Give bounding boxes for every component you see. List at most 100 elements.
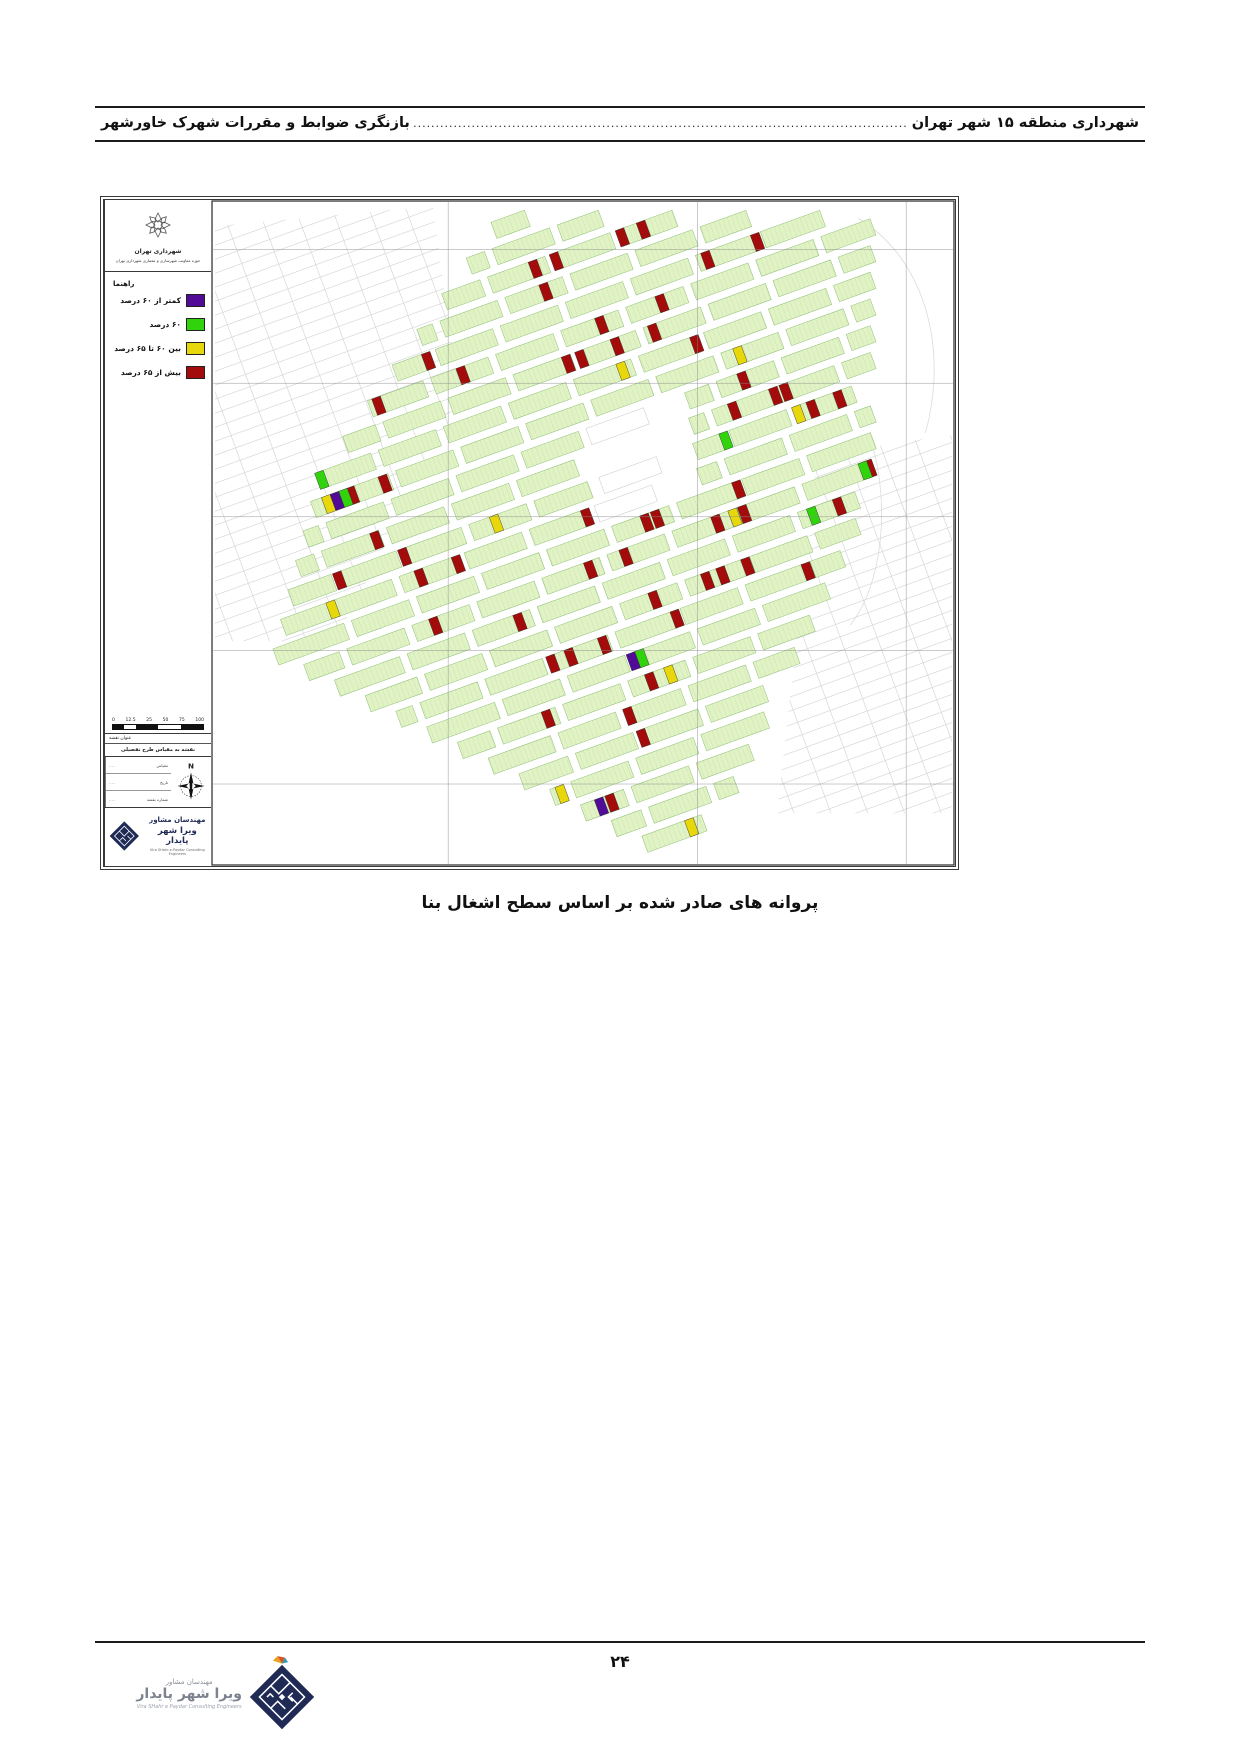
permit-parcel-red [831,496,847,517]
permit-parcel-red [596,635,612,655]
permit-parcel-red [715,565,731,586]
legend-item: بیش از ۶۵ درصد [111,366,205,379]
consultant-line3: Vira SHahr-e-Paydar Consulting Engineers [149,848,205,856]
scale-label: 0 [112,718,115,723]
permit-parcel-red [369,530,385,551]
permit-parcel-red [832,389,848,410]
permit-parcel-red [700,570,716,591]
permit-parcel-red [647,590,663,610]
legend-swatch [186,366,205,379]
footer-logo-line1: مهندسان مشاور [165,1678,213,1686]
header-left-title: بازنگری ضوابط و مقررات شهرک خاورشهر [101,115,410,131]
info-row: تاریخ..... [106,774,171,791]
agency-name: شهرداری تهران [134,248,182,255]
permit-parcel-red [594,315,610,335]
permit-parcel-red [750,232,766,252]
permit-parcel-purple [625,651,641,672]
north-label: N [188,761,194,770]
legend-swatch [186,294,205,307]
legend-item: کمتر از ۶۰ درصد [111,294,205,307]
permit-parcel-purple [329,491,345,511]
permit-parcel-red [538,281,554,302]
permit-parcel-yellow [488,513,505,534]
map-info-table: N مقیاس..... تاریخ..... شماره نقشه..... [105,757,211,808]
permit-parcel-red [736,370,752,391]
permit-parcel-red [545,653,561,674]
permit-parcel-red [332,570,348,591]
sidebar-consultant-block: مهندسان مشاور ویرا شهر پایدار Vira SHahr… [105,808,211,866]
permit-parcel-red [604,792,620,813]
permit-parcel-red [726,400,743,421]
compass-cell: N [171,757,211,807]
scale-segment [158,725,181,729]
permit-parcel-red [450,554,466,575]
scale-segment [124,725,136,729]
permit-parcel-red [540,708,556,729]
consultant-diamond-logo [109,821,139,851]
map-figure-frame: شهرداری تهران حوزه معاونت شهرسازی و معما… [100,196,959,870]
permit-parcel-green [857,460,873,481]
page-number: ۲۴ [610,1652,630,1671]
scale-label: 12.5 [125,718,136,723]
permit-parcel-red [421,351,437,371]
permit-parcel-green [718,430,734,451]
permit-parcel-red [618,547,634,567]
legend-item: بین ۶۰ تا ۶۵ درصد [111,342,205,355]
permit-parcel-red [428,615,444,636]
scale-bar: 0 12.5 25 50 75 100 [105,718,211,733]
info-row: مقیاس..... [106,757,171,774]
map-canvas [211,200,955,866]
permit-parcel-yellow [615,360,631,381]
permit-parcel-red [644,671,660,692]
permit-parcel-red [669,608,685,629]
permit-parcel-red [622,706,638,726]
tehran-municipality-logo [145,212,171,238]
permit-parcel-yellow [727,507,743,528]
permit-parcel-red [574,349,590,369]
permit-parcel-red [563,647,579,667]
permit-parcel-yellow [325,599,341,620]
permit-parcel-red [635,219,651,240]
permit-parcel-red [377,473,393,494]
agency-dept: حوزه معاونت شهرسازی و معماری شهرداری تهر… [115,258,201,263]
legend-items: کمتر از ۶۰ درصد ۶۰ درصد بین ۶۰ تا ۶۵ درصد ب… [111,294,205,379]
scale-segment [180,725,203,729]
legend-swatch [186,342,205,355]
scale-label: 25 [146,718,152,723]
map-legend: راهنما کمتر از ۶۰ درصد ۶۰ درصد بین ۶۰ تا ۶… [105,272,211,394]
header-dot-leader: ........................................… [414,117,908,130]
permit-parcel-red [609,336,625,357]
map-title-block: عنوان نقشه نقشه به مقیاس طرح تفصیلی [105,733,211,757]
legend-title: راهنما [113,280,135,288]
permit-parcel-red [654,293,670,314]
permit-parcel-red [413,567,429,588]
permit-parcel-red [710,513,726,534]
figure-caption: پروانه های صادر شده بر اساس سطح اشغال بن… [421,893,819,913]
permit-parcel-yellow [663,664,679,685]
header-right-title: شهرداری منطقه ۱۵ شهر تهران [911,115,1139,131]
info-rows: مقیاس..... تاریخ..... شماره نقشه..... [105,757,171,807]
scale-segment [135,725,158,729]
permit-parcel-red [647,322,663,343]
map-area [211,200,955,866]
permit-parcel-red [700,250,716,270]
permit-parcel-red [579,507,596,528]
scale-label: 100 [195,718,204,723]
permit-parcel-green [314,469,330,490]
footer-diamond-logo [249,1656,315,1730]
map-sidebar: شهرداری تهران حوزه معاونت شهرسازی و معما… [104,200,211,866]
consultant-line2: ویرا شهر پایدار [157,826,197,846]
permit-parcel-red [614,227,630,248]
consultant-line1: مهندسان مشاور [149,816,206,824]
permit-parcel-red [548,251,564,272]
permit-parcel-purple [593,796,610,817]
legend-label: کمتر از ۶۰ درصد [120,296,181,305]
permit-parcel-red [512,612,528,632]
permit-parcel-red [805,399,821,419]
permit-parcel-red [583,559,599,580]
permit-parcel-red [371,395,387,416]
north-arrow-icon: N [177,761,205,800]
permit-parcel-red [689,334,705,355]
permit-parcel-red [649,508,665,529]
